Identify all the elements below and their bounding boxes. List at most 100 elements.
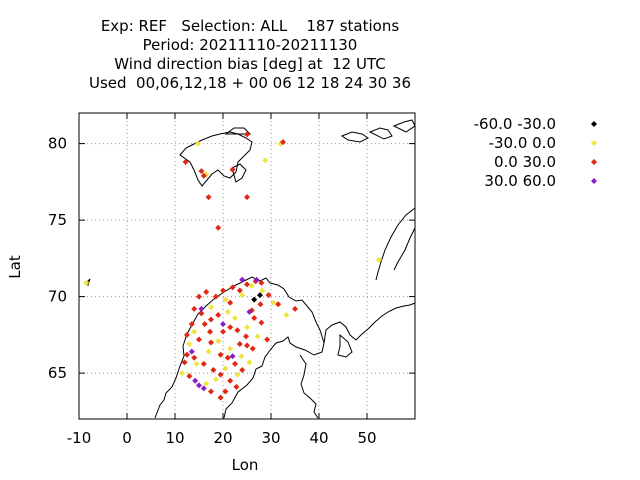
data-point bbox=[179, 370, 186, 377]
data-point bbox=[181, 359, 188, 366]
data-point bbox=[236, 341, 243, 348]
axes: -10 0 10 20 30 40 50 65 70 75 80 bbox=[48, 113, 415, 447]
data-point bbox=[217, 371, 224, 378]
data-point bbox=[198, 305, 205, 312]
data-point bbox=[239, 276, 246, 283]
data-point bbox=[191, 305, 198, 312]
data-point bbox=[205, 194, 212, 201]
data-point bbox=[253, 276, 260, 283]
data-point bbox=[256, 292, 263, 299]
x-axis-label: Lon bbox=[232, 456, 259, 474]
data-point bbox=[208, 339, 214, 346]
data-point bbox=[200, 385, 207, 392]
data-point bbox=[182, 158, 189, 165]
data-point bbox=[186, 373, 193, 380]
data-point bbox=[196, 382, 202, 389]
data-point bbox=[192, 377, 199, 384]
y-axis-label: Lat bbox=[6, 255, 24, 279]
data-point bbox=[258, 319, 265, 326]
plot-frame bbox=[78, 112, 416, 420]
data-point bbox=[212, 293, 219, 300]
data-point bbox=[208, 388, 214, 395]
data-point bbox=[210, 367, 217, 374]
x-tick-label: -10 bbox=[67, 429, 92, 447]
data-point bbox=[265, 292, 272, 299]
data-point bbox=[215, 224, 222, 231]
data-point bbox=[215, 337, 222, 344]
data-point bbox=[229, 284, 236, 291]
data-point bbox=[262, 157, 269, 164]
title-line: Exp: REF Selection: ALL 187 stations bbox=[100, 17, 400, 35]
legend-marker bbox=[591, 159, 597, 165]
data-point bbox=[275, 301, 282, 308]
legend-label: -60.0 -30.0 bbox=[474, 115, 556, 133]
data-point bbox=[227, 299, 234, 306]
data-point bbox=[217, 351, 224, 358]
data-point bbox=[201, 321, 208, 328]
data-point bbox=[236, 287, 243, 294]
data-point bbox=[227, 377, 234, 384]
data-point bbox=[188, 321, 195, 328]
data-point bbox=[196, 336, 202, 343]
x-tick-label: 20 bbox=[213, 429, 232, 447]
data-point bbox=[184, 351, 190, 358]
data-point bbox=[264, 336, 271, 343]
chart-title: Exp: REF Selection: ALL 187 stations Peri… bbox=[40, 17, 460, 93]
data-point bbox=[203, 380, 210, 387]
data-point bbox=[244, 324, 250, 331]
data-point bbox=[198, 168, 205, 175]
x-tick-label: 0 bbox=[122, 429, 132, 447]
data-point bbox=[205, 348, 212, 355]
data-point bbox=[239, 292, 246, 299]
y-tick-label: 70 bbox=[48, 288, 67, 306]
data-point bbox=[248, 282, 255, 289]
y-tick-label: 75 bbox=[48, 211, 67, 229]
data-point bbox=[222, 388, 229, 395]
data-point bbox=[283, 311, 290, 318]
data-point bbox=[229, 353, 236, 360]
data-point bbox=[191, 328, 198, 335]
data-point bbox=[212, 376, 219, 383]
data-point bbox=[200, 172, 207, 179]
data-points bbox=[83, 131, 382, 401]
legend-label: 30.0 60.0 bbox=[484, 172, 556, 190]
data-point bbox=[292, 305, 298, 312]
data-point bbox=[83, 279, 90, 286]
data-point bbox=[227, 345, 234, 352]
x-tick-label: 40 bbox=[309, 429, 328, 447]
title-line: Period: 20211110-20211130 bbox=[142, 36, 358, 54]
legend-marker bbox=[591, 140, 597, 146]
data-point bbox=[193, 360, 200, 367]
data-point bbox=[280, 139, 286, 146]
data-point bbox=[239, 367, 246, 374]
data-point bbox=[270, 299, 277, 306]
grid bbox=[79, 113, 415, 419]
y-tick-label: 80 bbox=[48, 135, 67, 153]
data-point bbox=[215, 311, 222, 318]
data-point bbox=[224, 308, 231, 315]
data-point bbox=[238, 353, 245, 360]
data-point bbox=[257, 301, 264, 308]
x-tick-label: 50 bbox=[357, 429, 376, 447]
data-point bbox=[207, 328, 214, 335]
data-point bbox=[203, 289, 210, 296]
data-point bbox=[249, 345, 256, 352]
data-point bbox=[220, 287, 226, 294]
data-point bbox=[258, 279, 265, 286]
title-line: Wind direction bias [deg] at 12 UTC bbox=[114, 55, 386, 73]
title-line: Used 00,06,12,18 + 00 06 12 18 24 30 36 bbox=[88, 74, 412, 92]
data-point bbox=[232, 360, 238, 367]
data-point bbox=[243, 333, 250, 340]
data-point bbox=[259, 287, 266, 294]
data-point bbox=[246, 308, 253, 315]
data-point bbox=[227, 324, 234, 331]
data-point bbox=[208, 316, 214, 323]
legend-label: -30.0 0.0 bbox=[489, 134, 556, 152]
data-point bbox=[220, 321, 226, 328]
data-point bbox=[195, 140, 202, 147]
legend-marker bbox=[591, 121, 597, 127]
data-point bbox=[222, 365, 229, 372]
data-point bbox=[244, 194, 250, 201]
data-point bbox=[246, 359, 253, 366]
